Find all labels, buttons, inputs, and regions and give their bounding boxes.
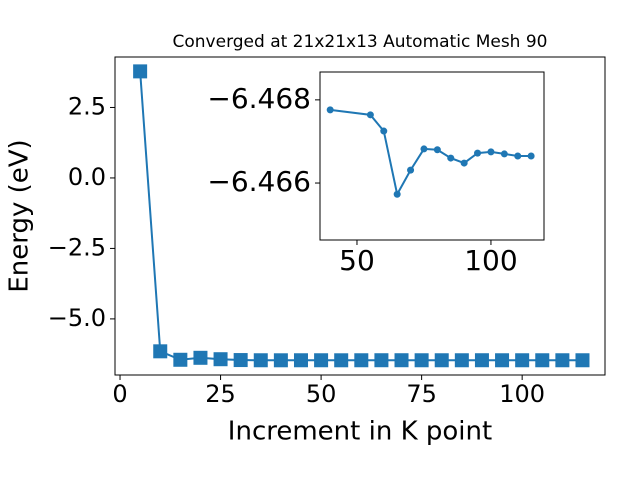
- marker: [420, 145, 428, 153]
- marker: [474, 149, 482, 157]
- marker: [555, 353, 570, 368]
- marker: [393, 190, 401, 198]
- marker: [233, 353, 248, 368]
- x-tick-label: 25: [205, 380, 236, 408]
- y-tick-label: −6.468: [207, 82, 311, 115]
- marker: [535, 353, 550, 368]
- marker: [354, 353, 369, 368]
- x-tick-label: 0: [112, 380, 127, 408]
- marker: [374, 353, 389, 368]
- marker: [407, 166, 415, 174]
- marker: [447, 154, 455, 162]
- marker: [433, 146, 441, 154]
- marker: [314, 353, 329, 368]
- marker: [500, 150, 508, 158]
- x-tick-label: 100: [464, 244, 517, 277]
- marker: [366, 111, 374, 119]
- marker: [394, 353, 409, 368]
- marker: [487, 148, 495, 156]
- y-axis-label: Energy (eV): [5, 139, 35, 292]
- marker: [173, 352, 188, 367]
- y-tick-label: −6.466: [207, 165, 311, 198]
- marker: [474, 353, 489, 368]
- marker: [213, 352, 228, 367]
- marker: [495, 353, 510, 368]
- y-tick-label: 2.5: [68, 92, 106, 120]
- marker: [575, 353, 590, 368]
- x-axis-label: Increment in K point: [228, 417, 492, 447]
- marker: [414, 353, 429, 368]
- marker: [326, 106, 334, 114]
- y-tick-label: −5.0: [48, 304, 106, 332]
- axes-frame: [114, 56, 606, 376]
- marker: [253, 353, 268, 368]
- x-tick-label: 50: [306, 380, 337, 408]
- marker: [460, 159, 468, 167]
- marker: [293, 353, 308, 368]
- marker: [193, 350, 208, 365]
- marker: [273, 353, 288, 368]
- marker: [514, 152, 522, 160]
- marker: [527, 152, 535, 160]
- marker: [133, 64, 148, 79]
- chart-title: Converged at 21x21x13 Automatic Mesh 90: [173, 32, 548, 52]
- x-tick-label: 75: [406, 380, 437, 408]
- marker: [380, 127, 388, 135]
- marker: [334, 353, 349, 368]
- x-tick-label: 100: [499, 380, 545, 408]
- marker: [515, 353, 530, 368]
- marker: [153, 344, 168, 359]
- y-tick-label: −2.5: [48, 233, 106, 261]
- marker: [454, 353, 469, 368]
- axes-frame: [319, 71, 545, 241]
- marker: [434, 353, 449, 368]
- x-tick-label: 50: [339, 244, 375, 277]
- y-tick-label: 0.0: [68, 163, 106, 191]
